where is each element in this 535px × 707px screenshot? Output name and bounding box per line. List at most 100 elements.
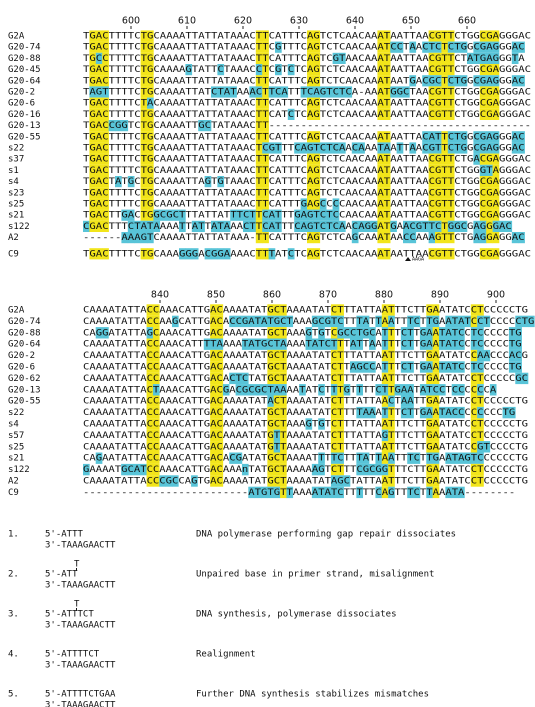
highlight <box>280 338 287 350</box>
highlight <box>486 97 493 109</box>
highlight <box>470 475 478 487</box>
highlight <box>528 315 535 328</box>
highlight <box>486 75 493 87</box>
highlight <box>441 176 449 188</box>
highlight <box>243 209 250 221</box>
highlight <box>152 361 160 373</box>
highlight <box>89 176 97 188</box>
highlight <box>210 338 217 350</box>
highlight <box>210 406 217 419</box>
highlight <box>280 395 287 407</box>
highlight <box>428 164 436 176</box>
highlight <box>477 372 484 385</box>
highlight <box>313 52 321 64</box>
highlight <box>419 406 427 419</box>
highlight <box>426 395 433 407</box>
highlight <box>415 220 423 232</box>
step-number: 4. <box>8 650 19 660</box>
highlight <box>281 86 289 98</box>
highlight <box>89 131 97 143</box>
highlight <box>473 41 481 53</box>
highlight <box>441 209 449 221</box>
highlight <box>267 395 275 407</box>
highlight <box>428 232 436 244</box>
highlight <box>508 338 516 350</box>
highlight <box>435 153 442 165</box>
highlight <box>262 187 269 199</box>
highlight <box>248 486 255 499</box>
highlight <box>147 153 154 165</box>
highlight <box>147 187 154 199</box>
highlight <box>426 349 433 362</box>
highlight <box>332 220 340 232</box>
highlight <box>83 220 90 232</box>
highlight <box>235 372 243 385</box>
highlight <box>375 315 383 328</box>
inserted-base: T <box>74 560 80 570</box>
highlight <box>179 248 186 260</box>
highlight <box>479 75 487 87</box>
highlight <box>102 248 109 260</box>
highlight <box>319 142 327 154</box>
highlight <box>146 349 154 362</box>
highlight <box>216 418 224 430</box>
step-text: Further DNA synthesis stabilizes mismatc… <box>196 690 429 700</box>
highlight <box>313 220 321 232</box>
highlight <box>390 220 397 232</box>
highlight <box>343 475 351 487</box>
highlight <box>428 248 436 260</box>
highlight <box>127 209 135 221</box>
highlight <box>445 452 453 464</box>
step-number: 1. <box>8 530 19 540</box>
highlight <box>426 486 433 499</box>
highlight <box>305 327 313 339</box>
sequence: TGACTTTTCTGCAAAATTATTATAAACTTCATCTCAGTCT… <box>83 110 531 120</box>
highlight <box>166 209 173 221</box>
highlight <box>89 164 97 176</box>
highlight <box>83 463 90 476</box>
highlight <box>426 418 433 430</box>
highlight <box>255 142 263 154</box>
highlight <box>447 142 455 154</box>
highlight <box>280 418 287 430</box>
highlight <box>294 142 301 154</box>
row-name: G20-64 <box>8 76 41 86</box>
highlight <box>146 327 154 339</box>
highlight <box>307 41 314 53</box>
highlight <box>428 75 436 87</box>
highlight <box>511 52 519 64</box>
highlight <box>454 142 461 154</box>
highlight <box>255 41 263 53</box>
highlight <box>319 209 327 221</box>
sequence: CGACTTTCTATAAAATTATTATAAACTTCATTTCAGTCTC… <box>83 222 512 232</box>
highlight <box>492 220 500 232</box>
highlight <box>377 187 385 199</box>
highlight <box>486 220 493 232</box>
highlight <box>262 86 269 98</box>
highlight <box>470 463 478 476</box>
highlight <box>451 361 459 373</box>
highlight <box>313 153 321 165</box>
highlight <box>343 327 351 339</box>
highlight <box>273 429 281 442</box>
highlight <box>454 41 461 53</box>
highlight <box>511 131 519 143</box>
highlight <box>375 486 383 499</box>
highlight <box>337 452 344 464</box>
highlight <box>216 338 224 350</box>
highlight <box>419 384 427 396</box>
highlight <box>255 131 263 143</box>
row-name: G20-88 <box>8 54 41 64</box>
highlight <box>407 395 414 407</box>
highlight <box>147 120 154 132</box>
highlight <box>330 304 338 316</box>
highlight <box>102 41 109 53</box>
strand-3: 3'-TAAAGAACTT <box>45 621 116 631</box>
highlight <box>275 41 282 53</box>
highlight <box>147 220 154 232</box>
highlight <box>486 131 493 143</box>
highlight <box>210 372 217 385</box>
highlight <box>388 338 395 350</box>
highlight <box>383 176 391 188</box>
highlight <box>210 441 217 453</box>
